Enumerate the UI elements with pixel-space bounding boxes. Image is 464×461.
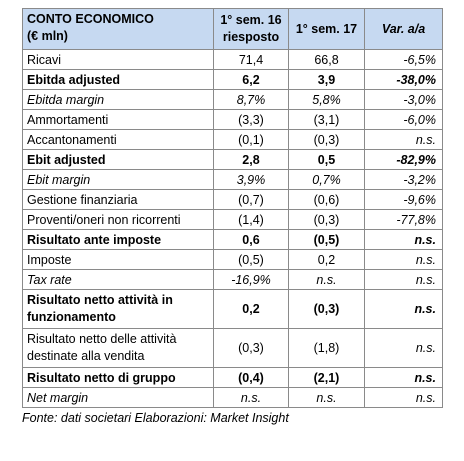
source-footnote: Fonte: dati societari Elaborazioni: Mark… xyxy=(22,411,289,425)
row-value-var: n.s. xyxy=(364,387,443,408)
row-value-var: -3,2% xyxy=(364,169,443,190)
table-row-tax-rate: Tax rate -16,9% n.s. n.s. xyxy=(22,269,443,290)
row-value-var: n.s. xyxy=(364,289,443,329)
row-value-h1-2017: (0,3) xyxy=(288,289,365,329)
row-label: Accantonamenti xyxy=(22,129,214,150)
table-header-row: CONTO ECONOMICO (€ mln) 1° sem. 16 riesp… xyxy=(22,8,443,50)
row-value-h1-2016: -16,9% xyxy=(213,269,289,290)
row-value-h1-2016: (0,5) xyxy=(213,249,289,270)
row-label: Ebit margin xyxy=(22,169,214,190)
table-row-risultato-ante-imposte: Risultato ante imposte 0,6 (0,5) n.s. xyxy=(22,229,443,250)
table-row-ebitda-adjusted: Ebitda adjusted 6,2 3,9 -38,0% xyxy=(22,69,443,90)
row-value-var: n.s. xyxy=(364,229,443,250)
row-value-var: -6,5% xyxy=(364,49,443,70)
row-label-line1: Risultato netto delle attività xyxy=(27,332,177,346)
row-value-h1-2016: n.s. xyxy=(213,387,289,408)
row-value-h1-2017: 0,2 xyxy=(288,249,365,270)
row-value-h1-2016: (1,4) xyxy=(213,209,289,230)
row-label-line2: funzionamento xyxy=(27,310,116,324)
row-label: Risultato netto attività in funzionament… xyxy=(22,289,214,329)
income-statement-wrapper: CONTO ECONOMICO (€ mln) 1° sem. 16 riesp… xyxy=(22,8,443,425)
row-value-h1-2017: (0,5) xyxy=(288,229,365,250)
row-label: Risultato ante imposte xyxy=(22,229,214,250)
row-value-h1-2016: 2,8 xyxy=(213,149,289,170)
row-value-h1-2017: 3,9 xyxy=(288,69,365,90)
row-label: Gestione finanziaria xyxy=(22,189,214,210)
table-row-imposte: Imposte (0,5) 0,2 n.s. xyxy=(22,249,443,270)
row-label: Risultato netto di gruppo xyxy=(22,367,214,388)
row-label: Imposte xyxy=(22,249,214,270)
row-value-var: -82,9% xyxy=(364,149,443,170)
row-value-h1-2016: (0,4) xyxy=(213,367,289,388)
row-value-h1-2017: n.s. xyxy=(288,387,365,408)
row-value-var: n.s. xyxy=(364,129,443,150)
row-value-var: n.s. xyxy=(364,367,443,388)
header-col1-line2: riesposto xyxy=(222,30,280,44)
row-value-var: -6,0% xyxy=(364,109,443,130)
table-row-accantonamenti: Accantonamenti (0,1) (0,3) n.s. xyxy=(22,129,443,150)
table-row-ebitda-margin: Ebitda margin 8,7% 5,8% -3,0% xyxy=(22,89,443,110)
row-value-h1-2017: n.s. xyxy=(288,269,365,290)
row-value-h1-2017: (0,3) xyxy=(288,209,365,230)
row-value-var: -9,6% xyxy=(364,189,443,210)
table-row-net-margin: Net margin n.s. n.s. n.s. xyxy=(22,387,443,408)
row-value-h1-2017: (3,1) xyxy=(288,109,365,130)
row-value-h1-2016: 6,2 xyxy=(213,69,289,90)
row-label: Ricavi xyxy=(22,49,214,70)
row-value-h1-2016: (0,7) xyxy=(213,189,289,210)
header-label-line2: (€ mln) xyxy=(27,29,68,43)
header-label-cell: CONTO ECONOMICO (€ mln) xyxy=(22,8,214,50)
table-row-ammortamenti: Ammortamenti (3,3) (3,1) -6,0% xyxy=(22,109,443,130)
row-value-h1-2017: 5,8% xyxy=(288,89,365,110)
row-label: Risultato netto delle attività destinate… xyxy=(22,328,214,368)
income-statement-table: CONTO ECONOMICO (€ mln) 1° sem. 16 riesp… xyxy=(22,8,443,408)
header-label-line1: CONTO ECONOMICO xyxy=(27,12,154,26)
table-row-gestione-finanziaria: Gestione finanziaria (0,7) (0,6) -9,6% xyxy=(22,189,443,210)
table-row-ebit-adjusted: Ebit adjusted 2,8 0,5 -82,9% xyxy=(22,149,443,170)
header-col1-line1: 1° sem. 16 xyxy=(220,13,282,27)
table-row-proventi-oneri: Proventi/oneri non ricorrenti (1,4) (0,3… xyxy=(22,209,443,230)
row-value-var: n.s. xyxy=(364,249,443,270)
row-value-h1-2016: 0,2 xyxy=(213,289,289,329)
table-row-risultato-netto-vendita: Risultato netto delle attività destinate… xyxy=(22,328,443,368)
table-row-risultato-netto-funzionamento: Risultato netto attività in funzionament… xyxy=(22,289,443,329)
row-label: Ebit adjusted xyxy=(22,149,214,170)
table-row-ricavi: Ricavi 71,4 66,8 -6,5% xyxy=(22,49,443,70)
row-label: Proventi/oneri non ricorrenti xyxy=(22,209,214,230)
row-value-h1-2017: (0,6) xyxy=(288,189,365,210)
row-value-h1-2016: (0,1) xyxy=(213,129,289,150)
row-value-h1-2017: 66,8 xyxy=(288,49,365,70)
row-value-h1-2017: (1,8) xyxy=(288,328,365,368)
row-label: Net margin xyxy=(22,387,214,408)
row-label: Tax rate xyxy=(22,269,214,290)
row-value-var: -3,0% xyxy=(364,89,443,110)
row-label: Ebitda adjusted xyxy=(22,69,214,90)
header-col2-cell: 1° sem. 17 xyxy=(288,8,365,50)
row-value-h1-2017: (2,1) xyxy=(288,367,365,388)
table-row-risultato-netto-gruppo: Risultato netto di gruppo (0,4) (2,1) n.… xyxy=(22,367,443,388)
table-row-ebit-margin: Ebit margin 3,9% 0,7% -3,2% xyxy=(22,169,443,190)
row-label: Ammortamenti xyxy=(22,109,214,130)
row-value-h1-2017: (0,3) xyxy=(288,129,365,150)
header-col3-cell: Var. a/a xyxy=(364,8,443,50)
row-value-h1-2016: 71,4 xyxy=(213,49,289,70)
row-value-var: n.s. xyxy=(364,269,443,290)
header-col1-cell: 1° sem. 16 riesposto xyxy=(213,8,289,50)
row-value-h1-2017: 0,7% xyxy=(288,169,365,190)
row-label-line2: destinate alla vendita xyxy=(27,349,145,363)
row-value-var: -77,8% xyxy=(364,209,443,230)
row-value-var: n.s. xyxy=(364,328,443,368)
row-label: Ebitda margin xyxy=(22,89,214,110)
row-value-h1-2016: (0,3) xyxy=(213,328,289,368)
row-value-h1-2016: 0,6 xyxy=(213,229,289,250)
row-label-line1: Risultato netto attività in xyxy=(27,293,173,307)
row-value-h1-2016: 8,7% xyxy=(213,89,289,110)
row-value-h1-2016: (3,3) xyxy=(213,109,289,130)
row-value-h1-2017: 0,5 xyxy=(288,149,365,170)
row-value-h1-2016: 3,9% xyxy=(213,169,289,190)
row-value-var: -38,0% xyxy=(364,69,443,90)
